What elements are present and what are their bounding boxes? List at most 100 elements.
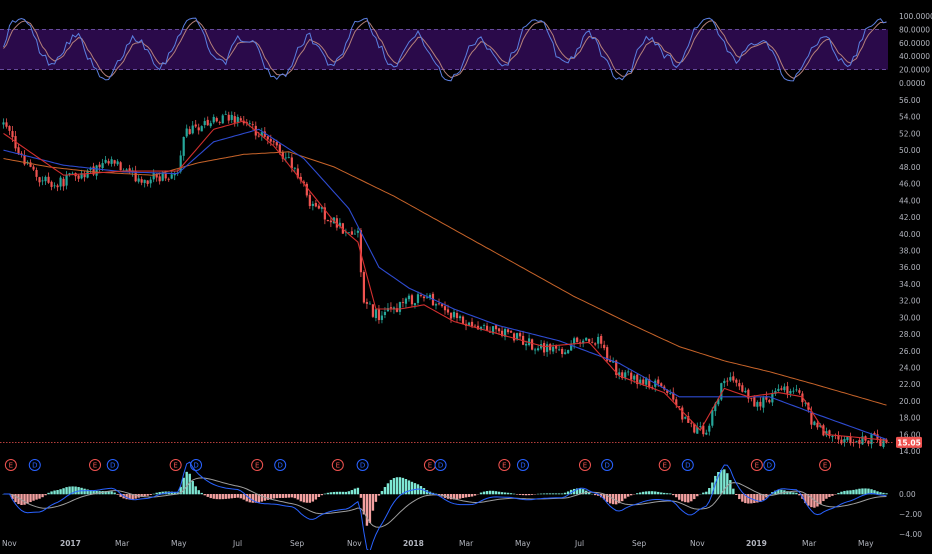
earnings-marker[interactable]: E: [5, 460, 16, 471]
macd-hist-bar: [261, 494, 263, 502]
earnings-marker[interactable]: E: [820, 460, 831, 471]
candle-body: [375, 309, 377, 318]
macd-hist-bar: [525, 494, 527, 495]
candle-body: [669, 393, 671, 394]
earnings-marker[interactable]: E: [499, 460, 510, 471]
event-letter: D: [32, 462, 37, 470]
earnings-marker[interactable]: E: [332, 460, 343, 471]
macd-hist-bar: [879, 492, 881, 494]
candle-body: [354, 234, 356, 235]
macd-hist-bar: [588, 493, 590, 495]
stoch-tick-label: 100.0000: [899, 12, 932, 21]
candle-body: [597, 337, 599, 344]
macd-hist-bar: [204, 494, 206, 495]
candle-body: [732, 376, 734, 380]
macd-hist-bar: [53, 491, 55, 495]
candle-body: [684, 417, 686, 418]
macd-hist-bar: [222, 494, 224, 499]
candle-body: [372, 304, 374, 316]
dividend-marker[interactable]: D: [435, 460, 446, 471]
candle-body: [44, 177, 46, 181]
macd-hist-bar: [342, 492, 344, 494]
macd-hist-bar: [696, 494, 698, 496]
candle-body: [780, 388, 782, 389]
earnings-marker[interactable]: E: [170, 460, 181, 471]
price-tick-label: 20.00: [899, 397, 921, 406]
candle-body: [519, 333, 521, 336]
macd-hist-bar: [660, 492, 662, 494]
price-tick-label: 18.00: [899, 414, 921, 423]
candle-body: [192, 125, 194, 133]
macd-hist-bar: [315, 494, 317, 500]
candle-body: [207, 120, 209, 125]
candle-body: [378, 310, 380, 320]
macd-hist-bar: [708, 488, 710, 494]
dividend-marker[interactable]: D: [517, 460, 528, 471]
candle-body: [240, 118, 242, 120]
macd-hist-bar: [648, 491, 650, 494]
macd-hist-bar: [681, 494, 683, 501]
dividend-marker[interactable]: D: [357, 460, 368, 471]
candle-body: [141, 179, 143, 183]
earnings-marker[interactable]: E: [579, 460, 590, 471]
sma-slow-line: [4, 152, 887, 405]
candle-body: [816, 423, 818, 428]
earnings-marker[interactable]: E: [659, 460, 670, 471]
dividend-marker[interactable]: D: [764, 460, 775, 471]
macd-hist-bar: [690, 494, 692, 501]
macd-hist-bar: [885, 493, 887, 494]
macd-hist-bar: [861, 488, 863, 494]
macd-hist-bar: [639, 492, 641, 494]
event-letter: E: [336, 462, 340, 470]
candle-body: [35, 170, 37, 177]
macd-hist-bar: [687, 494, 689, 503]
earnings-marker[interactable]: E: [90, 460, 101, 471]
candle-body: [120, 162, 122, 170]
candle-body: [213, 117, 215, 122]
candle-body: [462, 317, 464, 325]
dividend-marker[interactable]: D: [29, 460, 40, 471]
time-tick-label: Sep: [632, 539, 646, 548]
candle-body: [510, 331, 512, 333]
macd-hist-bar: [65, 487, 67, 494]
dividend-marker[interactable]: D: [191, 460, 202, 471]
candle-body: [447, 309, 449, 312]
dividend-marker[interactable]: D: [275, 460, 286, 471]
earnings-marker[interactable]: E: [252, 460, 263, 471]
macd-hist-bar: [234, 494, 236, 498]
macd-hist-bar: [276, 494, 278, 498]
candle-body: [657, 380, 659, 384]
candle-body: [699, 426, 701, 427]
candle-body: [708, 426, 710, 432]
macd-hist-bar: [56, 490, 58, 494]
macd-hist-bar: [480, 493, 482, 495]
earnings-marker[interactable]: E: [751, 460, 762, 471]
macd-hist-bar: [411, 482, 413, 494]
earnings-marker[interactable]: E: [424, 460, 435, 471]
macd-hist-bar: [684, 494, 686, 502]
time-tick-label: Mar: [802, 539, 817, 548]
candle-body: [858, 440, 860, 444]
candle-body: [369, 304, 371, 305]
last-price-label: 15.05: [897, 438, 921, 447]
macd-hist-bar: [828, 494, 830, 497]
macd-hist-bar: [155, 493, 157, 495]
macd-hist-bar: [666, 493, 668, 494]
time-tick-label: Jul: [574, 539, 584, 548]
candle-body: [41, 181, 43, 182]
candle-body: [783, 387, 785, 391]
macd-hist-bar: [44, 494, 46, 495]
macd-hist-bar: [672, 494, 674, 495]
candle-body: [294, 168, 296, 169]
candle-body: [399, 302, 401, 312]
candle-body: [681, 408, 683, 420]
macd-hist-bar: [83, 489, 85, 495]
candle-body: [38, 177, 40, 182]
macd-hist-bar: [519, 494, 521, 495]
dividend-marker[interactable]: D: [107, 460, 118, 471]
dividend-marker[interactable]: D: [602, 460, 613, 471]
macd-hist-bar: [735, 494, 737, 495]
dividend-marker[interactable]: D: [682, 460, 693, 471]
